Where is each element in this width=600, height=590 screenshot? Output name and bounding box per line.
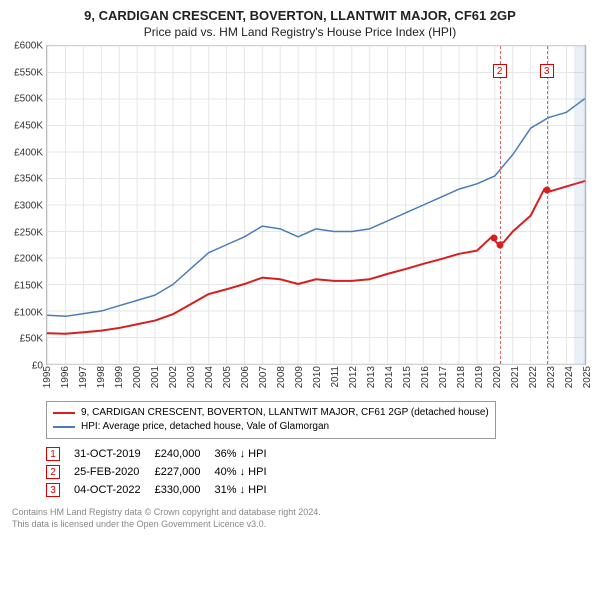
y-axis-tick-label: £400K bbox=[14, 147, 43, 158]
event-row: 1 31-OCT-2019£240,00036% ↓ HPI bbox=[46, 445, 281, 463]
event-badge: 2 bbox=[46, 465, 60, 479]
event-date: 25-FEB-2020 bbox=[74, 463, 155, 481]
event-marker-dot bbox=[490, 235, 497, 242]
x-axis-tick-label: 2023 bbox=[546, 366, 557, 388]
x-axis-tick-label: 1995 bbox=[42, 366, 53, 388]
x-axis-tick-label: 2013 bbox=[366, 366, 377, 388]
x-axis-tick-label: 2002 bbox=[168, 366, 179, 388]
legend-row-price_paid: 9, CARDIGAN CRESCENT, BOVERTON, LLANTWIT… bbox=[53, 406, 489, 420]
event-marker-dot bbox=[496, 241, 503, 248]
x-axis-tick-label: 2018 bbox=[456, 366, 467, 388]
chart-legend: 9, CARDIGAN CRESCENT, BOVERTON, LLANTWIT… bbox=[46, 401, 496, 439]
x-axis-tick-label: 1998 bbox=[96, 366, 107, 388]
event-price: £227,000 bbox=[155, 463, 215, 481]
x-axis-tick-label: 2024 bbox=[564, 366, 575, 388]
footer-line1: Contains HM Land Registry data © Crown c… bbox=[12, 507, 594, 519]
chart-title-main: 9, CARDIGAN CRESCENT, BOVERTON, LLANTWIT… bbox=[6, 8, 594, 23]
x-axis-tick-label: 2004 bbox=[204, 366, 215, 388]
x-axis-tick-label: 2016 bbox=[420, 366, 431, 388]
event-marker-dot bbox=[543, 187, 550, 194]
chart-title-sub: Price paid vs. HM Land Registry's House … bbox=[6, 25, 594, 39]
legend-swatch bbox=[53, 426, 75, 428]
y-axis-tick-label: £500K bbox=[14, 94, 43, 105]
x-axis-tick-label: 2017 bbox=[438, 366, 449, 388]
x-axis-tick-label: 1996 bbox=[60, 366, 71, 388]
chart-plot-area: £0£50K£100K£150K£200K£250K£300K£350K£400… bbox=[46, 45, 586, 365]
chart-container: 9, CARDIGAN CRESCENT, BOVERTON, LLANTWIT… bbox=[0, 0, 600, 534]
y-axis-tick-label: £600K bbox=[14, 41, 43, 52]
legend-label: 9, CARDIGAN CRESCENT, BOVERTON, LLANTWIT… bbox=[81, 406, 489, 420]
legend-swatch bbox=[53, 412, 75, 414]
legend-label: HPI: Average price, detached house, Vale… bbox=[81, 420, 329, 434]
x-axis-tick-label: 2022 bbox=[528, 366, 539, 388]
y-axis-tick-label: £50K bbox=[20, 334, 43, 345]
event-delta: 40% ↓ HPI bbox=[215, 463, 281, 481]
y-axis-tick-label: £200K bbox=[14, 254, 43, 265]
chart-wrap: £0£50K£100K£150K£200K£250K£300K£350K£400… bbox=[6, 45, 594, 365]
event-delta: 36% ↓ HPI bbox=[215, 445, 281, 463]
legend-row-hpi: HPI: Average price, detached house, Vale… bbox=[53, 420, 489, 434]
x-axis-tick-label: 2025 bbox=[582, 366, 593, 388]
event-price: £240,000 bbox=[155, 445, 215, 463]
event-badge: 3 bbox=[46, 483, 60, 497]
y-axis-tick-label: £150K bbox=[14, 281, 43, 292]
y-axis-tick-label: £300K bbox=[14, 201, 43, 212]
x-axis-tick-label: 2009 bbox=[294, 366, 305, 388]
y-axis-tick-label: £250K bbox=[14, 227, 43, 238]
y-axis-tick-label: £350K bbox=[14, 174, 43, 185]
event-delta: 31% ↓ HPI bbox=[215, 481, 281, 499]
event-price: £330,000 bbox=[155, 481, 215, 499]
x-axis-tick-label: 2020 bbox=[492, 366, 503, 388]
x-axis-tick-label: 2008 bbox=[276, 366, 287, 388]
chart-svg bbox=[47, 46, 585, 364]
event-row: 3 04-OCT-2022£330,00031% ↓ HPI bbox=[46, 481, 281, 499]
chart-end-band bbox=[574, 46, 587, 364]
x-axis-tick-label: 2000 bbox=[132, 366, 143, 388]
event-badge: 1 bbox=[46, 447, 60, 461]
x-axis-tick-label: 2010 bbox=[312, 366, 323, 388]
x-axis-tick-label: 2019 bbox=[474, 366, 485, 388]
y-axis-tick-label: £450K bbox=[14, 121, 43, 132]
events-table: 1 31-OCT-2019£240,00036% ↓ HPI 2 25-FEB-202… bbox=[46, 445, 594, 499]
x-axis-tick-label: 2012 bbox=[348, 366, 359, 388]
x-axis-tick-label: 2003 bbox=[186, 366, 197, 388]
event-marker-badge: 3 bbox=[540, 64, 554, 78]
event-vline bbox=[547, 46, 548, 364]
x-axis-tick-label: 1999 bbox=[114, 366, 125, 388]
x-axis-tick-label: 2007 bbox=[258, 366, 269, 388]
x-axis-tick-label: 2001 bbox=[150, 366, 161, 388]
x-axis-tick-label: 2005 bbox=[222, 366, 233, 388]
x-axis-tick-label: 2006 bbox=[240, 366, 251, 388]
x-axis-tick-label: 2021 bbox=[510, 366, 521, 388]
chart-titles: 9, CARDIGAN CRESCENT, BOVERTON, LLANTWIT… bbox=[6, 8, 594, 39]
event-row: 2 25-FEB-2020£227,00040% ↓ HPI bbox=[46, 463, 281, 481]
footer-line2: This data is licensed under the Open Gov… bbox=[12, 519, 594, 531]
x-axis-tick-label: 2014 bbox=[384, 366, 395, 388]
x-axis-tick-label: 2015 bbox=[402, 366, 413, 388]
y-axis-tick-label: £550K bbox=[14, 67, 43, 78]
event-date: 31-OCT-2019 bbox=[74, 445, 155, 463]
x-axis-tick-label: 2011 bbox=[330, 366, 341, 388]
x-axis-tick-label: 1997 bbox=[78, 366, 89, 388]
event-date: 04-OCT-2022 bbox=[74, 481, 155, 499]
event-marker-badge: 2 bbox=[493, 64, 507, 78]
event-vline bbox=[500, 46, 501, 364]
chart-footer: Contains HM Land Registry data © Crown c… bbox=[12, 507, 594, 530]
y-axis-tick-label: £100K bbox=[14, 307, 43, 318]
